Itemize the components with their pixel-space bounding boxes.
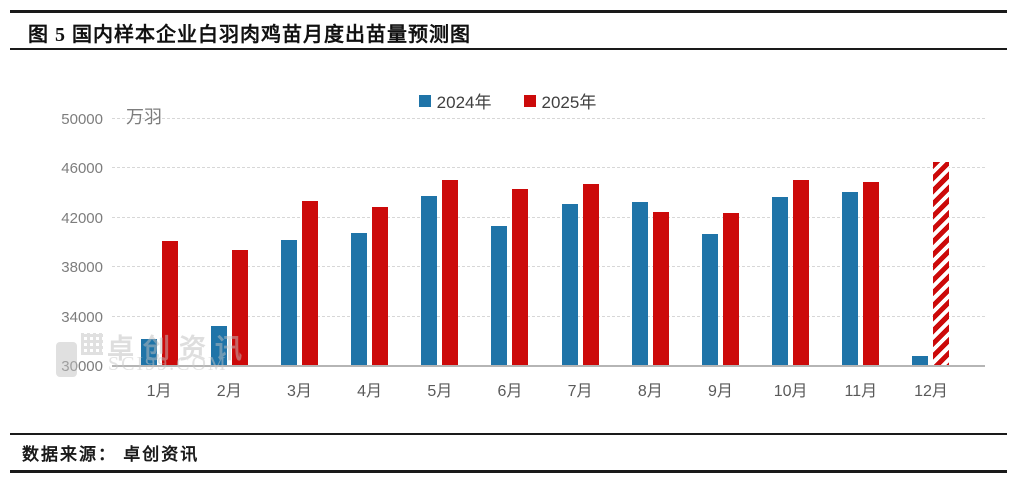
x-tick-1月: 1月 [146,383,172,400]
bar-2024年-12月 [912,356,929,366]
x-tick-5月: 5月 [427,383,453,400]
legend-label-2025: 2025年 [541,93,597,112]
bar-2025年-12月 [933,162,950,366]
figure-title: 图 5 国内样本企业白羽肉鸡苗月度出苗量预测图 [28,24,471,46]
source-divider [10,433,1007,435]
bars-row [124,119,966,366]
bar-2025年-4月 [372,206,389,366]
bar-group-10月 [756,119,826,366]
x-tick-8月: 8月 [637,383,663,400]
x-tick-11月: 11月 [844,383,878,400]
bar-group-8月 [615,119,685,366]
gridline [112,216,985,218]
bar-group-5月 [405,119,475,366]
bar-group-4月 [335,119,405,366]
bar-2024年-4月 [351,232,368,366]
gridline [112,315,985,317]
bar-2025年-6月 [512,189,529,366]
bar-2024年-2月 [210,326,227,366]
x-tick-10月: 10月 [773,383,808,400]
bar-group-7月 [545,119,615,366]
watermark: 卓创资讯 SCI99.COM [56,329,296,381]
top-divider [10,10,1007,13]
x-tick-4月: 4月 [357,383,383,400]
gridline [112,118,985,119]
watermark-logo-icon [56,342,77,377]
bar-group-3月 [264,119,334,366]
bar-2025年-1月 [161,241,178,366]
legend-swatch-2025 [523,94,536,107]
bar-group-11月 [826,119,896,366]
bar-group-1月 [124,119,194,366]
watermark-text-en: SCI99.COM [108,353,228,375]
title-divider [10,48,1007,50]
legend-label-2024: 2024年 [436,93,492,112]
bar-2024年-7月 [561,204,578,366]
bar-group-9月 [685,119,755,366]
legend-item-2025: 2025年 [523,88,597,113]
legend-item-2024: 2024年 [418,88,492,113]
x-axis-line [112,365,985,367]
bar-2024年-10月 [772,196,789,366]
bar-2024年-9月 [701,233,718,366]
data-source-text: 数据来源： 卓创资讯 [22,445,200,464]
bar-2025年-8月 [652,211,669,366]
bar-group-2月 [194,119,264,366]
y-axis-tick-label: 42000 [61,209,103,227]
bar-2024年-8月 [631,201,648,366]
bar-group-6月 [475,119,545,366]
y-axis-tick-label: 38000 [61,259,103,277]
bar-2024年-1月 [140,338,157,366]
y-axis-unit-label: 万羽 [126,107,162,127]
watermark-qr-icon [81,333,103,355]
bar-2024年-5月 [421,195,438,366]
x-tick-9月: 9月 [708,383,733,400]
bar-2025年-11月 [863,182,880,366]
chart-legend: 2024年 2025年 [0,88,1015,113]
x-tick-7月: 7月 [567,383,593,400]
bar-2025年-10月 [793,179,810,366]
gridline [112,266,985,268]
x-tick-12月: 12月 [914,383,948,400]
plot-area: 30000 34000 38000 42000 46000 50000 1月 2月 3月 4月 5月… [61,111,985,400]
x-tick-6月: 6月 [497,383,523,400]
bar-2025年-9月 [722,212,739,366]
bar-2024年-6月 [491,226,508,366]
x-tick-2月: 2月 [216,383,242,400]
legend-swatch-2024 [418,94,431,107]
bar-2024年-11月 [842,191,859,366]
y-axis-tick-label: 34000 [61,308,103,326]
bottom-divider [10,470,1007,473]
bar-2025年-7月 [582,184,599,366]
bar-group-12月 [896,119,966,366]
bar-2025年-2月 [231,249,248,366]
bar-2024年-3月 [280,240,297,366]
x-tick-3月: 3月 [286,383,312,400]
watermark-text-cn: 卓创资讯 [107,334,251,364]
x-axis-labels: 1月 2月 3月 4月 5月 6月 7月 8月 9月 10月 11月 12月 [124,377,966,401]
gridline [112,167,985,169]
bar-2025年-5月 [442,179,459,366]
y-axis-tick-label: 50000 [61,111,103,128]
bar-2025年-3月 [301,200,318,366]
y-axis-tick-label: 46000 [61,160,103,178]
